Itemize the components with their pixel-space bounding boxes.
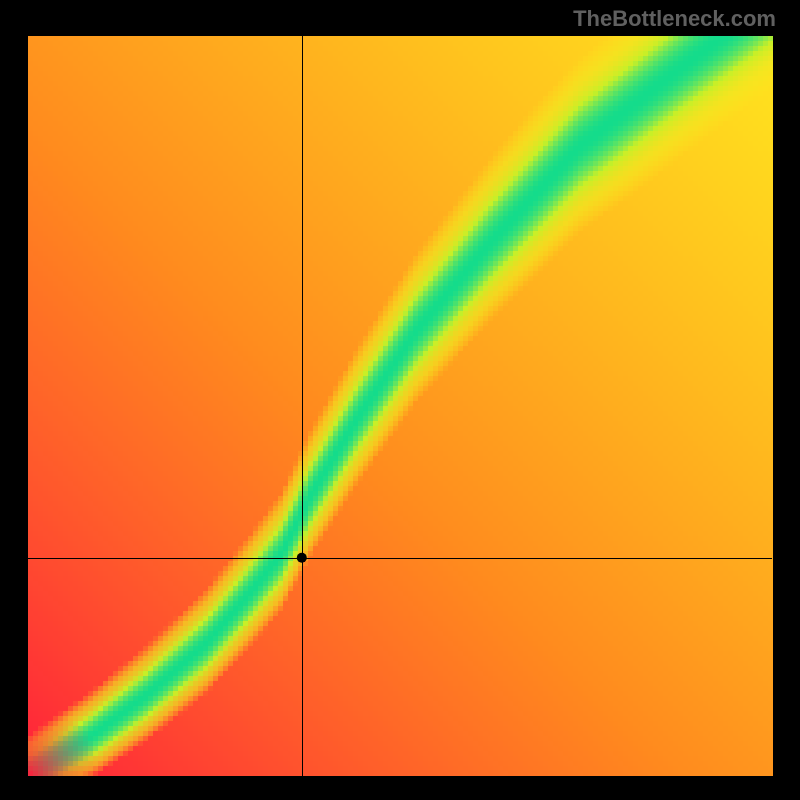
chart-container: TheBottleneck.com [0, 0, 800, 800]
watermark-text: TheBottleneck.com [573, 6, 776, 32]
bottleneck-heatmap [0, 0, 800, 800]
